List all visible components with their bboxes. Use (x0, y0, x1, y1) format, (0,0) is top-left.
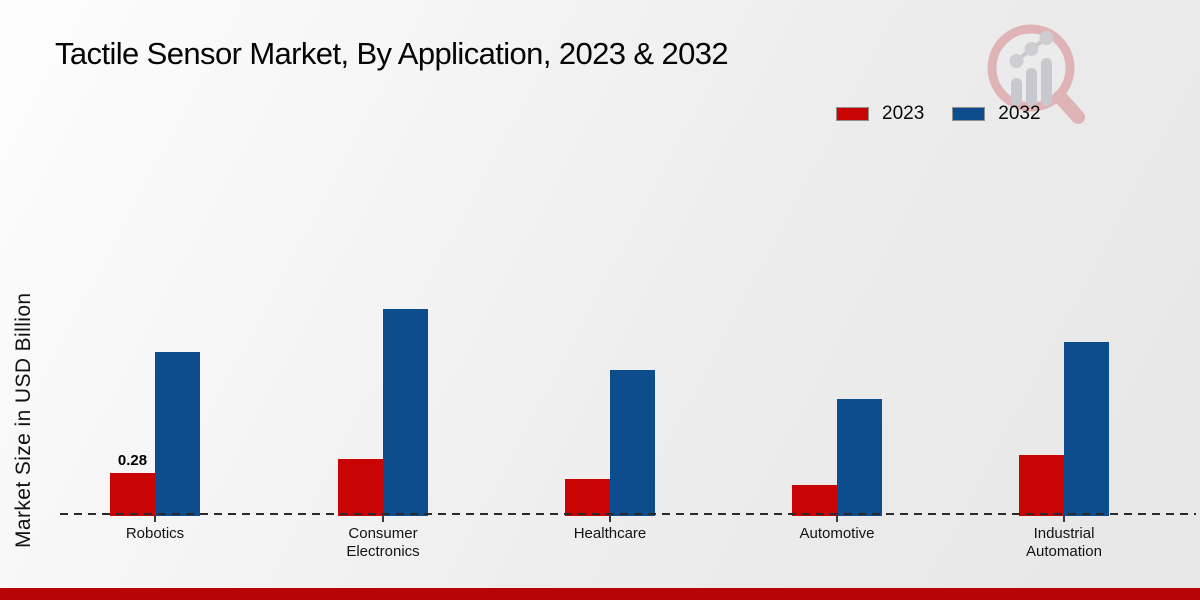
category-label-healthcare: Healthcare (573, 525, 647, 542)
legend-item-2032: 2032 (952, 103, 1041, 125)
legend-swatch-2023 (836, 107, 869, 121)
magnifier-bar-chart-logo-icon (983, 18, 1088, 131)
bar-2023-healthcare (565, 479, 610, 516)
axis-tick (609, 516, 611, 522)
legend-label-2032: 2032 (998, 103, 1041, 124)
legend-item-2023: 2023 (836, 103, 924, 125)
axis-tick (836, 516, 838, 522)
bar-2032-robotics (155, 352, 200, 516)
category-label-consumer-electronics: Consumer Electronics (346, 525, 420, 561)
axis-tick (382, 516, 384, 522)
bar-2023-robotics (110, 473, 155, 516)
bar-2032-consumer-electronics (383, 309, 428, 516)
bar-2032-healthcare (610, 370, 655, 516)
bar-2023-consumer-electronics (338, 459, 383, 516)
chart-title: Tactile Sensor Market, By Application, 2… (55, 36, 729, 71)
axis-tick (154, 516, 156, 522)
bar-2023-automotive (792, 485, 837, 516)
x-axis-dashed-baseline (60, 513, 1196, 516)
data-label-2023-robotics: 0.28 (117, 451, 148, 469)
legend: 2023 2032 (836, 103, 1041, 125)
bar-2032-industrial-automation (1064, 342, 1109, 516)
category-label-automotive: Automotive (799, 525, 875, 542)
legend-swatch-2032 (952, 107, 986, 121)
footer-strip (0, 588, 1200, 600)
bar-2023-industrial-automation (1019, 455, 1064, 516)
category-label-industrial-automation: Industrial Automation (1026, 525, 1102, 561)
bar-2032-automotive (837, 399, 882, 516)
category-label-robotics: Robotics (125, 525, 185, 542)
legend-label-2023: 2023 (882, 103, 925, 124)
axis-tick (1063, 516, 1065, 522)
